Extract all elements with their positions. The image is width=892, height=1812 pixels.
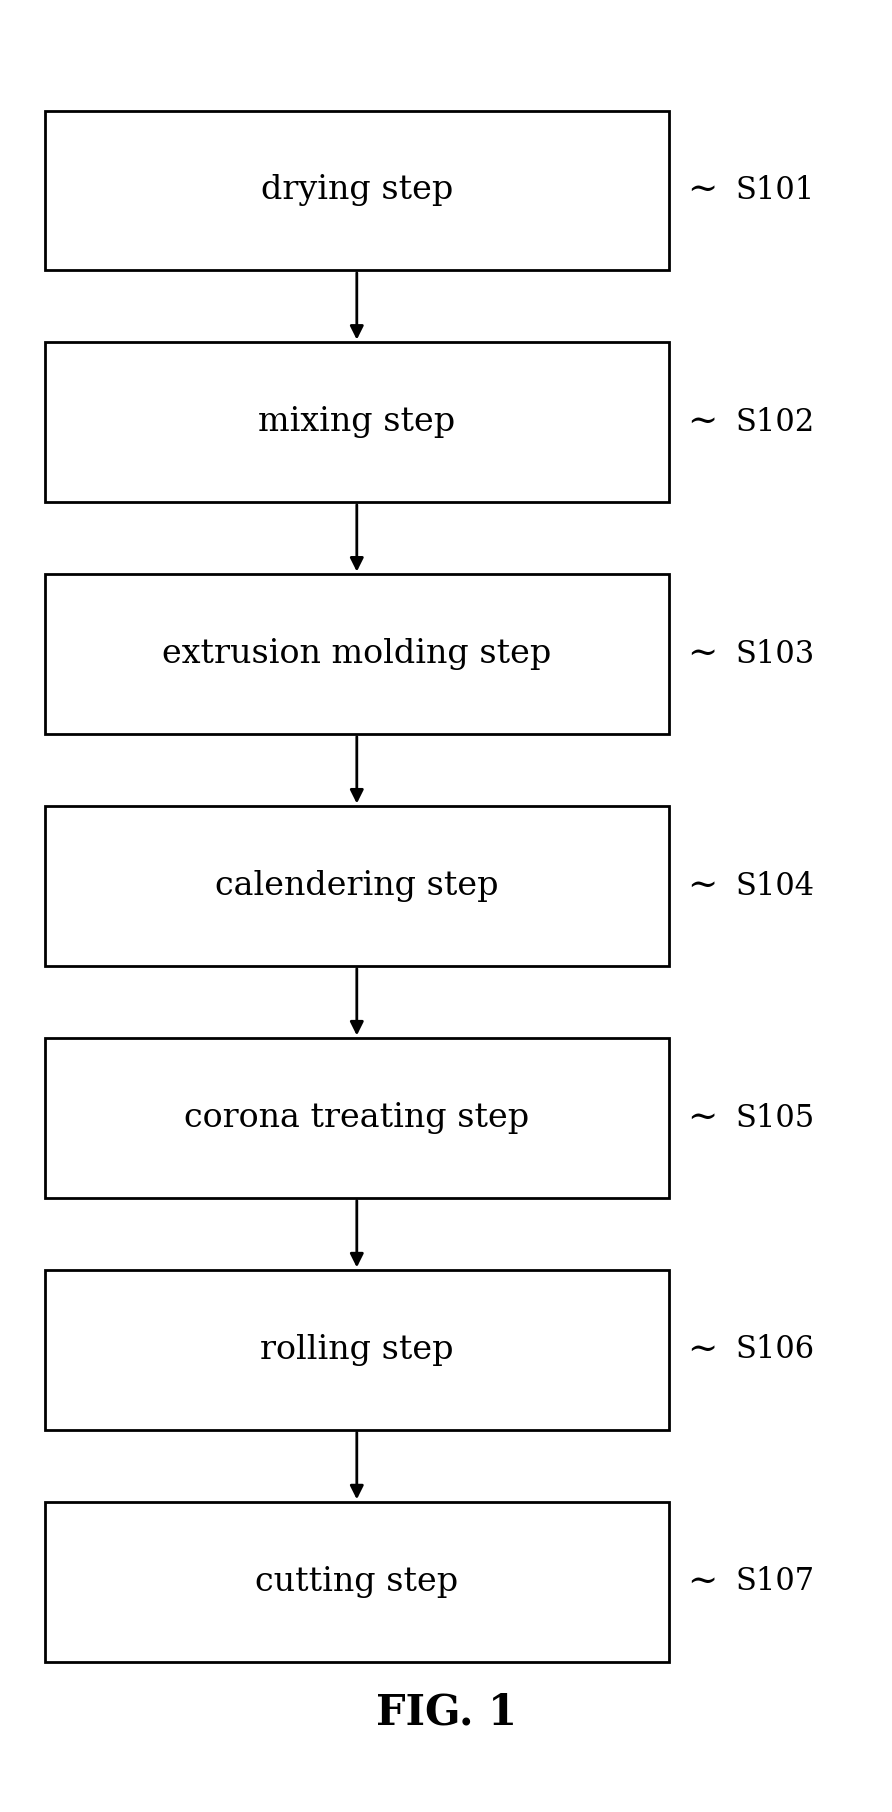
Text: ∼: ∼ — [687, 174, 717, 207]
Bar — [45, 111, 669, 270]
Bar — [45, 574, 669, 734]
Text: S104: S104 — [736, 870, 815, 902]
Bar — [45, 1502, 669, 1662]
Text: corona treating step: corona treating step — [185, 1102, 529, 1134]
Text: mixing step: mixing step — [259, 406, 455, 439]
Text: calendering step: calendering step — [215, 870, 499, 902]
Text: drying step: drying step — [260, 174, 453, 207]
Bar — [45, 342, 669, 502]
Text: extrusion molding step: extrusion molding step — [162, 638, 551, 670]
Text: cutting step: cutting step — [255, 1566, 458, 1598]
Text: S103: S103 — [736, 638, 815, 670]
Bar — [45, 806, 669, 966]
Text: ∼: ∼ — [687, 1102, 717, 1134]
Bar — [45, 1270, 669, 1430]
Text: S102: S102 — [736, 406, 815, 439]
Bar — [45, 1038, 669, 1198]
Text: FIG. 1: FIG. 1 — [376, 1691, 516, 1734]
Text: S101: S101 — [736, 174, 815, 207]
Text: ∼: ∼ — [687, 870, 717, 902]
Text: S107: S107 — [736, 1566, 815, 1598]
Text: ∼: ∼ — [687, 1334, 717, 1366]
Text: ∼: ∼ — [687, 406, 717, 439]
Text: rolling step: rolling step — [260, 1334, 453, 1366]
Text: S105: S105 — [736, 1102, 815, 1134]
Text: ∼: ∼ — [687, 1566, 717, 1598]
Text: ∼: ∼ — [687, 638, 717, 670]
Text: S106: S106 — [736, 1334, 815, 1366]
